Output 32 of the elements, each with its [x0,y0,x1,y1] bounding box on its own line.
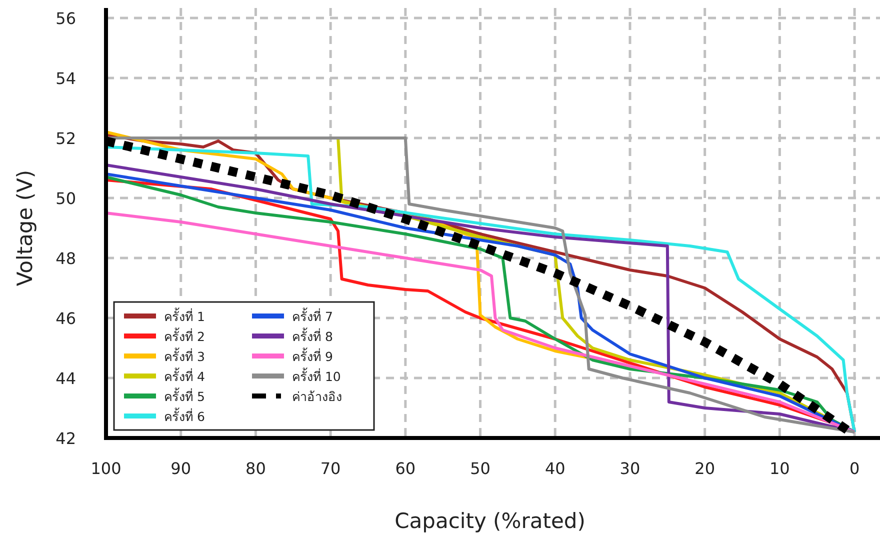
x-tick-label: 40 [544,459,566,478]
y-tick-label: 48 [56,249,76,268]
y-tick-label: 52 [56,129,76,148]
x-tick-label: 60 [395,459,416,478]
x-tick-label: 10 [770,459,790,478]
x-tick-label: 0 [849,459,860,478]
legend-label: ครั้งที่ 6 [164,407,205,424]
y-tick-label: 56 [56,9,76,28]
legend-label: ครั้งที่ 2 [164,327,205,344]
y-tick-label: 50 [56,189,76,208]
legend-label: ครั้งที่ 1 [164,307,205,324]
x-tick-label: 20 [694,459,716,478]
y-tick-label: 54 [56,69,76,88]
legend-label: ครั้งที่ 3 [164,347,205,364]
x-tick-label: 100 [90,459,122,478]
x-axis-title: Capacity (%rated) [394,509,586,533]
legend-label: ค่าอ้างอิง [292,389,342,404]
x-tick-label: 80 [246,459,266,478]
y-axis-title: Voltage (V) [13,170,37,286]
legend-label: ครั้งที่ 7 [292,307,333,324]
y-tick-label: 42 [56,429,76,448]
legend-label: ครั้งที่ 9 [292,347,333,364]
x-tick-label: 50 [470,459,490,478]
legend-label: ครั้งที่ 10 [292,367,341,384]
y-tick-label: 46 [56,309,76,328]
legend-label: ครั้งที่ 8 [292,327,333,344]
legend-label: ครั้งที่ 5 [164,387,205,404]
legend-label: ครั้งที่ 4 [164,367,205,384]
x-tick-label: 30 [620,459,640,478]
y-tick-label: 44 [56,369,76,388]
x-tick-label: 70 [320,459,341,478]
x-tick-label: 90 [170,459,192,478]
